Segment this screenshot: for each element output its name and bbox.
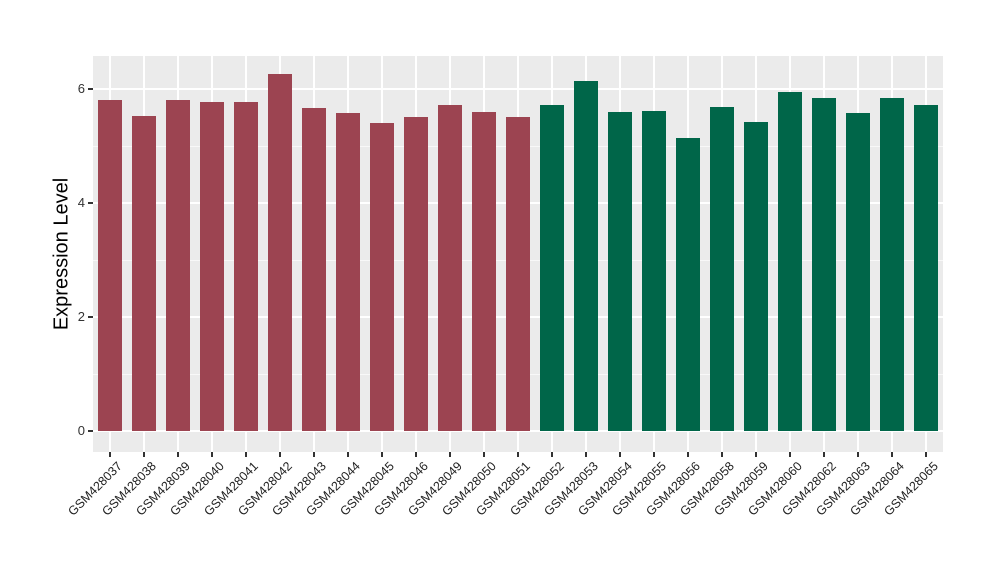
- bar-GSM428054: [608, 112, 632, 431]
- bar-GSM428059: [744, 121, 768, 431]
- bar-GSM428040: [200, 101, 224, 431]
- x-tick-GSM428053: [585, 452, 587, 457]
- bar-GSM428056: [676, 137, 700, 431]
- bar-GSM428038: [132, 116, 156, 431]
- x-tick-GSM428055: [653, 452, 655, 457]
- x-tick-GSM428059: [755, 452, 757, 457]
- x-tick-GSM428052: [551, 452, 553, 457]
- x-tick-GSM428045: [381, 452, 383, 457]
- bar-GSM428055: [642, 110, 666, 431]
- y-tick-label-0: 0: [77, 423, 85, 438]
- bar-GSM428065: [914, 105, 938, 431]
- bar-GSM428051: [506, 117, 530, 431]
- x-tick-GSM428039: [177, 452, 179, 457]
- bar-GSM428039: [166, 99, 190, 431]
- bar-GSM428060: [778, 92, 802, 431]
- x-tick-GSM428062: [823, 452, 825, 457]
- y-tick-label-6: 6: [77, 81, 85, 97]
- bar-GSM428064: [880, 97, 904, 431]
- bar-GSM428062: [812, 98, 836, 431]
- x-tick-GSM428060: [789, 452, 791, 457]
- bar-GSM428037: [98, 99, 122, 431]
- y-tick-label-2: 2: [77, 309, 85, 325]
- y-tick-0: [88, 430, 93, 432]
- bar-GSM428053: [574, 80, 598, 431]
- x-tick-GSM428051: [517, 452, 519, 457]
- y-tick-6: [88, 88, 93, 91]
- bar-GSM428063: [846, 113, 870, 431]
- bar-GSM428044: [336, 113, 360, 431]
- x-tick-GSM428044: [347, 452, 349, 457]
- y-tick-4: [88, 202, 93, 205]
- x-tick-GSM428063: [857, 452, 859, 457]
- bar-GSM428041: [234, 101, 258, 431]
- x-tick-GSM428038: [143, 452, 145, 457]
- x-tick-GSM428046: [415, 452, 417, 457]
- bar-GSM428046: [404, 116, 428, 431]
- bar-GSM428049: [438, 105, 462, 431]
- x-tick-GSM428064: [891, 452, 893, 457]
- x-tick-GSM428037: [109, 452, 111, 457]
- x-tick-GSM428050: [483, 452, 485, 457]
- plot-panel: [93, 56, 943, 452]
- x-tick-GSM428041: [245, 452, 247, 457]
- y-tick-2: [88, 316, 93, 319]
- y-tick-label-4: 4: [77, 195, 85, 211]
- x-tick-GSM428065: [925, 452, 927, 457]
- x-tick-GSM428042: [279, 452, 281, 457]
- bar-GSM428058: [710, 106, 734, 431]
- x-tick-GSM428040: [211, 452, 213, 457]
- x-tick-GSM428043: [313, 452, 315, 457]
- bar-GSM428050: [472, 111, 496, 431]
- bar-GSM428045: [370, 122, 394, 431]
- bar-GSM428042: [268, 74, 292, 431]
- bar-GSM428043: [302, 108, 326, 431]
- x-tick-GSM428054: [619, 452, 621, 457]
- x-tick-GSM428058: [721, 452, 723, 457]
- x-tick-GSM428056: [687, 452, 689, 457]
- x-tick-GSM428049: [449, 452, 451, 457]
- bar-GSM428052: [540, 105, 564, 431]
